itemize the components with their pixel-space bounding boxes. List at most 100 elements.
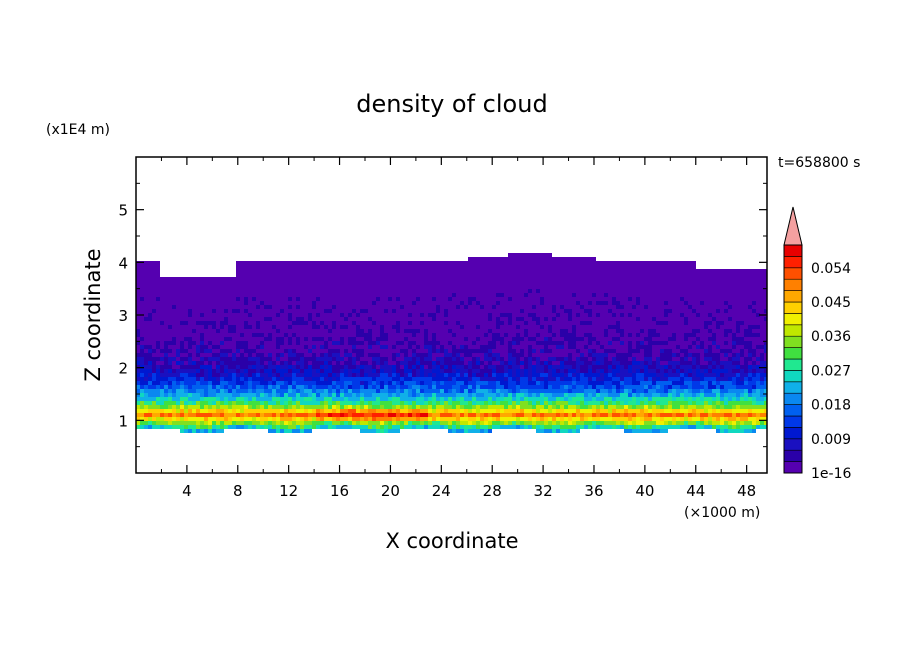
density-cell [136,389,140,393]
density-cell [476,385,480,389]
density-cell [428,409,432,413]
density-cell [556,325,560,329]
density-cell [296,341,300,345]
density-cell [216,421,220,425]
density-cell [524,273,528,277]
density-cell [140,325,144,329]
density-cell [404,281,408,285]
density-cell [412,261,416,265]
density-cell [452,309,456,313]
density-cell [480,261,484,265]
density-cell [404,421,408,425]
density-cell [452,317,456,321]
density-cell [284,337,288,341]
density-cell [416,369,420,373]
density-cell [160,417,164,421]
density-cell [600,425,604,429]
density-cell [452,401,456,405]
density-cell [404,393,408,397]
density-cell [204,281,208,285]
density-cell [292,361,296,365]
density-cell [312,313,316,317]
density-cell [596,293,600,297]
density-cell [196,425,200,429]
density-cell [592,321,596,325]
density-cell [320,417,324,421]
density-cell [232,421,236,425]
density-cell [296,277,300,281]
density-cell [508,377,512,381]
density-cell [400,341,404,345]
density-cell [536,273,540,277]
density-cell [268,285,272,289]
density-cell [396,305,400,309]
density-cell [352,261,356,265]
density-cell [304,297,308,301]
density-cell [156,361,160,365]
density-cell [340,309,344,313]
density-cell [368,329,372,333]
density-cell [184,429,188,433]
density-cell [380,289,384,293]
density-cell [580,321,584,325]
density-cell [436,333,440,337]
density-cell [524,413,528,417]
density-cell [476,285,480,289]
density-cell [480,425,484,429]
density-cell [320,397,324,401]
density-cell [344,281,348,285]
density-cell [292,289,296,293]
density-cell [224,405,228,409]
density-cell [200,337,204,341]
density-cell [148,293,152,297]
density-cell [568,429,572,433]
density-cell [288,421,292,425]
density-cell [320,281,324,285]
density-cell [608,269,612,273]
density-cell [516,273,520,277]
density-cell [164,357,168,361]
density-cell [304,357,308,361]
density-cell [592,381,596,385]
density-cell [516,349,520,353]
density-cell [460,269,464,273]
density-cell [404,317,408,321]
density-cell [336,421,340,425]
density-cell [568,413,572,417]
density-cell [204,277,208,281]
density-cell [200,429,204,433]
density-cell [596,381,600,385]
density-cell [236,329,240,333]
density-cell [412,413,416,417]
density-cell [356,305,360,309]
y-unit-label: (x1E4 m) [46,122,110,138]
density-cell [240,397,244,401]
density-cell [468,273,472,277]
density-cell [252,333,256,337]
density-cell [304,313,308,317]
density-cell [516,257,520,261]
density-cell [232,357,236,361]
density-cell [420,309,424,313]
density-cell [400,297,404,301]
density-cell [376,341,380,345]
density-cell [456,409,460,413]
density-cell [232,397,236,401]
density-cell [524,385,528,389]
density-cell [492,265,496,269]
density-cell [316,309,320,313]
density-cell [556,261,560,265]
density-cell [532,357,536,361]
density-cell [376,305,380,309]
density-cell [504,301,508,305]
density-cell [468,329,472,333]
density-cell [520,305,524,309]
density-cell [408,413,412,417]
density-cell [508,313,512,317]
density-cell [384,285,388,289]
density-cell [432,305,436,309]
density-cell [268,281,272,285]
density-cell [556,309,560,313]
density-cell [596,365,600,369]
density-cell [372,305,376,309]
